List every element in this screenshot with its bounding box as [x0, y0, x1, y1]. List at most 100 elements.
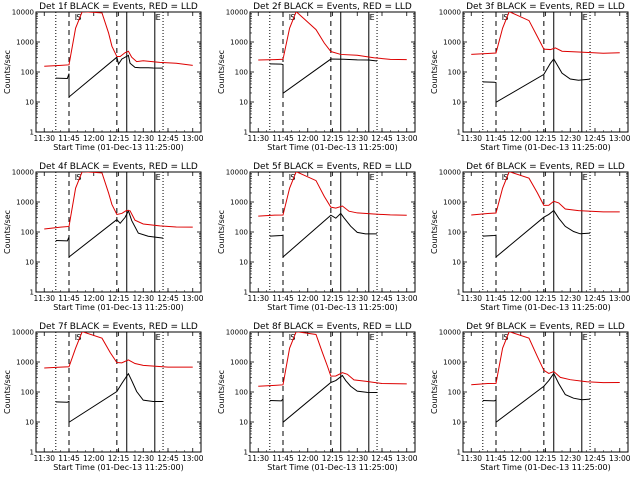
y-tick-label: 1000 [230, 199, 248, 207]
chart-panel-8: Det 8f BLACK = Events, RED = LLD 1 10 100 10… [217, 322, 418, 472]
events-series-line [269, 58, 378, 95]
x-tick-label: 12:45 [584, 294, 606, 303]
x-tick-label: 12:00 [83, 294, 105, 303]
lld-series-line [258, 172, 407, 217]
y-tick-label: 10000 [439, 329, 461, 337]
y-tick-label: 1 [457, 289, 461, 297]
y-tick-label: 10 [239, 419, 248, 427]
y-tick-label: 10000 [439, 9, 461, 17]
events-series-line [482, 209, 591, 259]
chart-panel-2: Det 2f BLACK = Events, RED = LLD 1 10 100 10… [217, 2, 418, 152]
y-tick-label: 1 [30, 129, 34, 137]
y-tick-label: 10 [452, 259, 461, 267]
x-tick-label: 12:00 [83, 454, 105, 463]
x-tick-label: 13:00 [609, 294, 631, 303]
x-tick-label: 12:45 [371, 294, 393, 303]
x-tick-label: 11:45 [272, 454, 294, 463]
chart-title: Det 7f BLACK = Events, RED = LLD [39, 322, 198, 332]
y-tick-label: 10 [25, 259, 34, 267]
x-tick-label: 11:30 [247, 454, 269, 463]
x-tick-label: 12:15 [535, 294, 557, 303]
y-axis-label: Counts/sec [430, 50, 439, 94]
y-axis-label: Counts/sec [217, 50, 226, 94]
y-tick-label: 1000 [443, 39, 461, 47]
events-series-line [482, 372, 591, 424]
x-tick-label: 12:00 [510, 454, 532, 463]
y-tick-label: 1 [244, 289, 248, 297]
chart-title: Det 8f BLACK = Events, RED = LLD [253, 322, 412, 332]
y-tick-label: 1000 [443, 199, 461, 207]
events-series-line [55, 54, 164, 99]
y-tick-label: 10 [452, 99, 461, 107]
chart-panel-5: Det 5f BLACK = Events, RED = LLD 1 10 100 10… [217, 162, 418, 312]
interval-marker-E: E [370, 173, 375, 182]
interval-marker-S: S [76, 333, 81, 342]
x-tick-label: 12:30 [346, 134, 368, 143]
x-tick-label: 12:30 [346, 454, 368, 463]
y-tick-label: 10 [239, 259, 248, 267]
x-axis-label: Start Time (01-Dec-13 11:25:00) [480, 463, 611, 472]
x-tick-label: 12:15 [322, 294, 344, 303]
y-axis-label: Counts/sec [430, 210, 439, 254]
y-tick-label: 1000 [230, 359, 248, 367]
x-tick-label: 12:00 [510, 134, 532, 143]
chart-title: Det 5f BLACK = Events, RED = LLD [253, 162, 412, 172]
chart-panel-7: Det 7f BLACK = Events, RED = LLD 1 10 100 10… [3, 322, 204, 472]
y-tick-label: 1 [30, 289, 34, 297]
x-tick-label: 13:00 [609, 454, 631, 463]
y-tick-label: 100 [21, 69, 34, 77]
y-tick-label: 1 [244, 129, 248, 137]
y-tick-label: 100 [448, 229, 461, 237]
events-series-line [55, 209, 164, 259]
chart-panel-6: Det 6f BLACK = Events, RED = LLD 1 10 100 10… [430, 162, 631, 312]
x-tick-label: 11:45 [272, 294, 294, 303]
x-tick-label: 11:30 [33, 134, 55, 143]
chart-title: Det 6f BLACK = Events, RED = LLD [466, 162, 625, 172]
events-series-line [482, 58, 591, 104]
chart-title: Det 4f BLACK = Events, RED = LLD [39, 162, 198, 172]
lld-series-line [44, 332, 193, 369]
x-axis-label: Start Time (01-Dec-13 11:25:00) [53, 463, 184, 472]
y-axis-label: Counts/sec [430, 370, 439, 414]
x-tick-label: 12:30 [132, 294, 154, 303]
interval-marker-S: S [290, 13, 295, 22]
x-tick-label: 11:45 [272, 134, 294, 143]
events-series-line [55, 372, 164, 424]
y-tick-label: 10 [25, 419, 34, 427]
y-tick-label: 10 [25, 99, 34, 107]
interval-marker-S: S [76, 13, 81, 22]
y-tick-label: 1 [457, 449, 461, 457]
x-tick-label: 12:45 [157, 454, 179, 463]
x-tick-label: 12:30 [132, 134, 154, 143]
x-tick-label: 11:30 [247, 134, 269, 143]
x-tick-label: 12:00 [297, 294, 319, 303]
x-tick-label: 11:30 [460, 294, 482, 303]
y-axis-label: Counts/sec [217, 210, 226, 254]
chart-panel-4: Det 4f BLACK = Events, RED = LLD 1 10 100 10… [3, 162, 204, 312]
x-axis-label: Start Time (01-Dec-13 11:25:00) [267, 303, 398, 312]
y-tick-label: 10 [239, 99, 248, 107]
interval-marker-S: S [290, 333, 295, 342]
y-axis-label: Counts/sec [3, 50, 12, 94]
x-tick-label: 12:30 [346, 294, 368, 303]
y-tick-label: 100 [235, 389, 248, 397]
x-tick-label: 11:45 [485, 294, 507, 303]
x-tick-label: 13:00 [396, 134, 418, 143]
y-tick-label: 10 [452, 419, 461, 427]
interval-marker-E: E [583, 333, 588, 342]
y-tick-label: 10000 [12, 9, 34, 17]
y-tick-label: 100 [235, 69, 248, 77]
interval-marker-E: E [156, 333, 161, 342]
lld-series-line [471, 12, 620, 55]
x-tick-label: 12:15 [535, 454, 557, 463]
y-tick-label: 1 [457, 129, 461, 137]
x-tick-label: 12:15 [322, 454, 344, 463]
y-tick-label: 100 [21, 389, 34, 397]
x-tick-label: 12:00 [83, 134, 105, 143]
x-tick-label: 12:00 [510, 294, 532, 303]
x-tick-label: 11:45 [485, 134, 507, 143]
x-tick-label: 11:30 [247, 294, 269, 303]
x-tick-label: 12:15 [108, 454, 130, 463]
interval-marker-S: S [503, 13, 508, 22]
lld-series-line [258, 12, 407, 61]
